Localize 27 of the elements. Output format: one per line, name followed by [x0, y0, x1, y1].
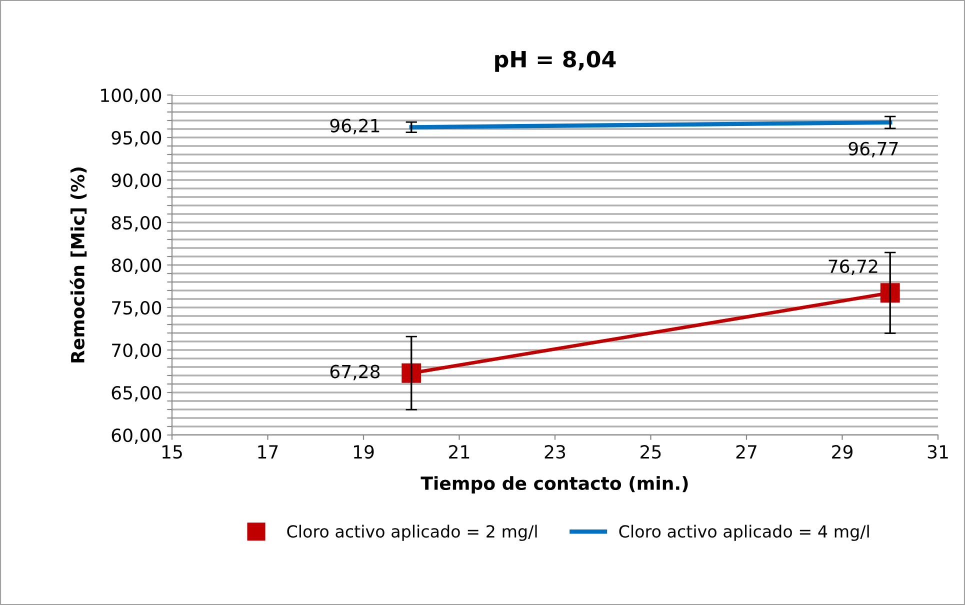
legend-label: Cloro activo aplicado = 2 mg/l — [287, 524, 537, 541]
data-label: 96,21 — [330, 118, 380, 134]
y-tick-label: 60,00 — [112, 428, 162, 444]
data-label: 67,28 — [330, 364, 380, 380]
legend-label: Cloro activo aplicado = 4 mg/l — [619, 524, 869, 541]
y-tick-label: 95,00 — [112, 130, 162, 146]
x-tick-label: 19 — [354, 445, 374, 459]
y-axis-title: Remoción [Mic] (%) — [70, 168, 87, 362]
y-tick-label: 85,00 — [112, 216, 162, 232]
x-axis-title: Tiempo de contacto (min.) — [420, 476, 688, 494]
y-tick-label: 100,00 — [101, 88, 162, 104]
x-tick-label: 29 — [832, 445, 852, 459]
x-tick-label: 15 — [162, 445, 182, 459]
y-tick-label: 70,00 — [112, 343, 162, 359]
x-tick-label: 17 — [258, 445, 278, 458]
y-tick-label: 90,00 — [112, 173, 162, 189]
data-label: 96,77 — [848, 142, 898, 158]
x-tick-label: 21 — [449, 445, 470, 458]
y-tick-label: 65,00 — [112, 386, 162, 402]
x-tick-label: 31 — [928, 445, 948, 459]
x-tick-label: 25 — [640, 445, 661, 459]
chart-title: pH = 8,04 — [495, 50, 616, 72]
x-tick-label: 23 — [544, 445, 566, 459]
y-tick-label: 75,00 — [112, 300, 162, 316]
y-tick-label: 80,00 — [112, 258, 162, 274]
x-tick-label: 27 — [736, 445, 756, 458]
data-label: 76,72 — [828, 259, 878, 275]
